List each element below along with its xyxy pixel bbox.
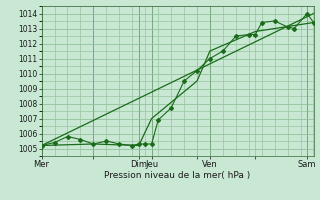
X-axis label: Pression niveau de la mer( hPa ): Pression niveau de la mer( hPa ) bbox=[104, 171, 251, 180]
